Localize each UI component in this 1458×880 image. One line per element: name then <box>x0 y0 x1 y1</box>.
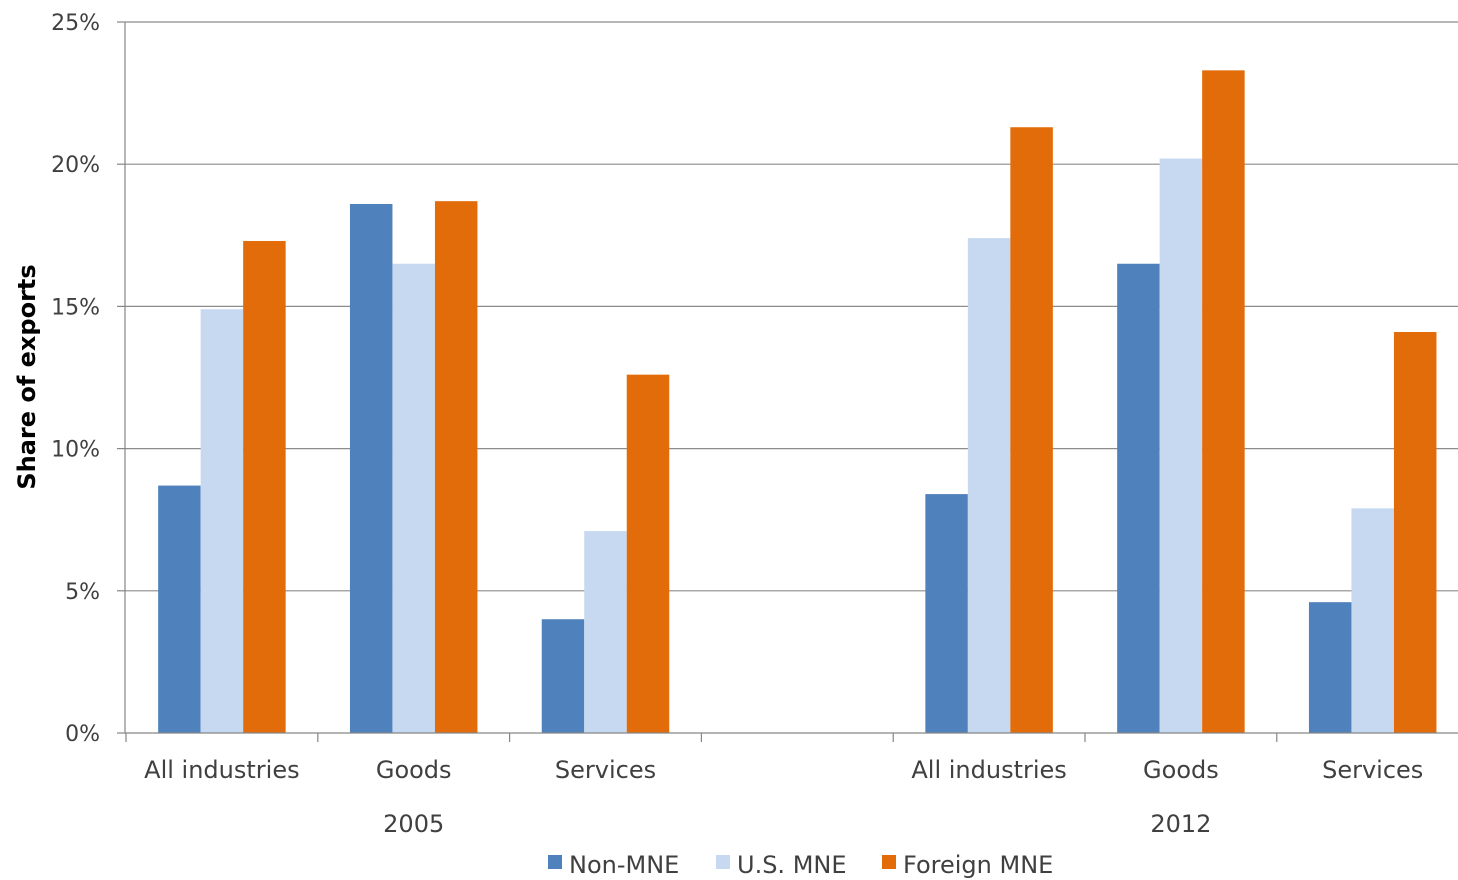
legend-swatch <box>548 855 562 869</box>
bar-foreign-mne <box>243 240 286 733</box>
x-category-label: Goods <box>376 756 452 784</box>
bar-foreign-mne <box>1393 331 1437 733</box>
legend-label: Foreign MNE <box>903 851 1053 879</box>
bar-u-s-mne <box>1351 508 1394 733</box>
bar-foreign-mne <box>434 201 478 733</box>
y-tick-label: 0% <box>65 722 100 747</box>
bar-non-mne <box>1308 602 1352 733</box>
axes <box>117 21 1458 742</box>
bar-u-s-mne <box>200 309 244 733</box>
x-group-label: 2005 <box>383 810 444 838</box>
legend-label: U.S. MNE <box>737 851 847 879</box>
bar-u-s-mne <box>1159 158 1203 734</box>
y-tick-label: 15% <box>51 295 100 320</box>
x-category-label: All industries <box>911 756 1066 784</box>
bar-u-s-mne <box>584 531 627 733</box>
bar-u-s-mne <box>967 238 1011 734</box>
bar-foreign-mne <box>626 374 670 733</box>
y-tick-label: 5% <box>65 580 100 605</box>
legend: Non-MNE U.S. MNE Foreign MNE <box>548 851 1053 879</box>
legend-swatch <box>716 855 730 869</box>
bar-u-s-mne <box>392 263 435 733</box>
bar-non-mne <box>541 619 585 733</box>
x-category-label: Services <box>555 756 656 784</box>
bar-foreign-mne <box>1202 70 1245 733</box>
y-tick-label: 10% <box>51 438 100 463</box>
x-group-label: 2012 <box>1150 810 1211 838</box>
gridlines <box>125 21 1458 592</box>
legend-label: Non-MNE <box>569 851 679 879</box>
bars <box>158 70 1437 734</box>
bar-foreign-mne <box>1010 127 1053 733</box>
x-category-label: Services <box>1322 756 1423 784</box>
axis-labels: 0% 5% 10% 15% 20% 25% All industries Goods Servi… <box>51 11 1423 838</box>
x-category-label: All industries <box>144 756 299 784</box>
x-category-label: Goods <box>1143 756 1219 784</box>
bar-non-mne <box>925 494 968 733</box>
y-axis-title: Share of exports <box>13 264 41 489</box>
y-tick-label: 20% <box>51 153 100 178</box>
legend-swatch <box>882 855 896 869</box>
y-tick-label: 25% <box>51 11 100 36</box>
bar-non-mne <box>158 485 201 733</box>
bar-non-mne <box>1117 263 1160 733</box>
bar-non-mne <box>349 204 393 734</box>
